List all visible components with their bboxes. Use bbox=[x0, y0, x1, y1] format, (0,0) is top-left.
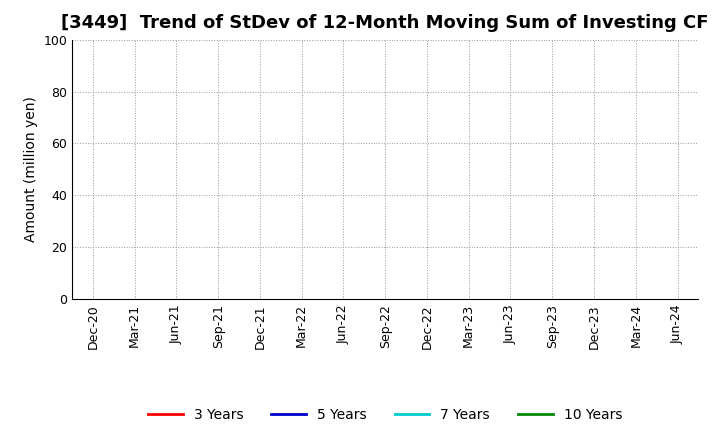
Y-axis label: Amount (million yen): Amount (million yen) bbox=[24, 96, 37, 242]
Legend: 3 Years, 5 Years, 7 Years, 10 Years: 3 Years, 5 Years, 7 Years, 10 Years bbox=[143, 402, 628, 427]
Title: [3449]  Trend of StDev of 12-Month Moving Sum of Investing CF: [3449] Trend of StDev of 12-Month Moving… bbox=[61, 15, 709, 33]
